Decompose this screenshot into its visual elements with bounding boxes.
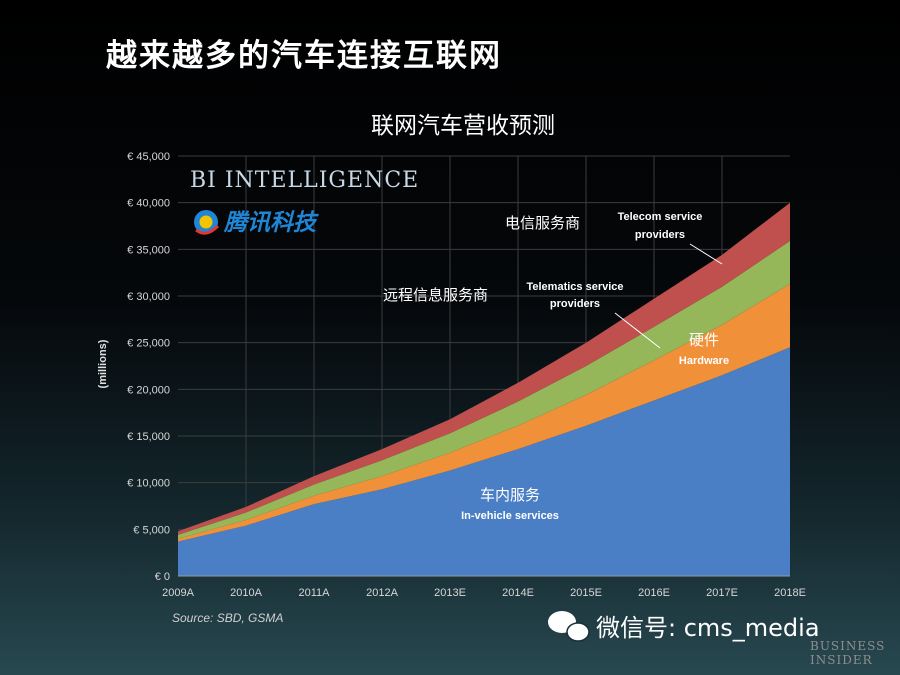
y-tick-label: € 40,000 — [127, 198, 170, 210]
source-note: Source: SBD, GSMA — [172, 611, 283, 625]
business-insider-logo-line2: INSIDER — [810, 653, 873, 667]
tencent-logo: 腾讯科技 — [194, 210, 319, 236]
x-tick-label: 2016E — [638, 587, 670, 599]
y-tick-label: € 5,000 — [133, 524, 170, 536]
series-areas — [178, 202, 790, 576]
y-tick-label: € 10,000 — [127, 478, 170, 490]
label-invehicle-cn: 车内服务 — [480, 486, 540, 504]
label-telematics-en-1: Telematics service — [526, 281, 623, 293]
label-telematics-en-2: providers — [550, 298, 600, 310]
x-tick-label: 2012A — [366, 587, 398, 599]
x-tick-label: 2017E — [706, 587, 738, 599]
tencent-logo-swoosh-icon — [195, 224, 220, 235]
tencent-logo-inner-icon — [199, 215, 213, 229]
label-telecom-en-1: Telecom service — [618, 211, 703, 223]
wechat-watermark: 微信号: cms_media — [548, 611, 820, 642]
label-hardware-en: Hardware — [679, 355, 729, 367]
chart-title: 联网汽车营收预测 — [371, 113, 555, 139]
label-telematics-cn: 远程信息服务商 — [383, 286, 488, 304]
y-tick-label: € 25,000 — [127, 338, 170, 350]
label-telecom-en-2: providers — [635, 229, 685, 241]
telematics-pointer-line — [614, 312, 661, 349]
y-tick-label: € 30,000 — [127, 291, 170, 303]
label-invehicle-en: In-vehicle services — [461, 510, 559, 522]
y-tick-label: € 45,000 — [127, 151, 170, 163]
y-tick-label: € 20,000 — [127, 384, 170, 396]
y-tick-label: € 0 — [155, 571, 170, 583]
y-tick-label: € 15,000 — [127, 431, 170, 443]
tencent-logo-text: 腾讯科技 — [223, 210, 319, 236]
business-insider-logo-line1: BUSINESS — [810, 639, 885, 653]
wechat-icon-small — [566, 622, 590, 642]
wechat-id-text: 微信号: cms_media — [596, 614, 820, 642]
x-tick-label: 2014E — [502, 587, 534, 599]
telecom-pointer-line — [689, 243, 723, 265]
y-axis-ticks: € 0 € 5,000 € 10,000 € 15,000 € 20,000 € 25,0… — [127, 151, 170, 583]
area-series-0 — [178, 347, 790, 576]
label-telecom-cn: 电信服务商 — [505, 214, 580, 232]
x-tick-label: 2011A — [299, 587, 331, 599]
y-tick-label: € 35,000 — [127, 244, 170, 256]
x-tick-label: 2018E — [774, 587, 806, 599]
label-hardware-cn: 硬件 — [689, 331, 719, 349]
x-tick-label: 2013E — [434, 587, 466, 599]
y-axis-label: (millions) — [97, 339, 109, 388]
slide-title: 越来越多的汽车连接互联网 — [106, 38, 502, 74]
x-axis-ticks: 2009A 2010A 2011A 2012A 2013E 2014E 2015E 2016E… — [162, 587, 806, 599]
x-tick-label: 2015E — [570, 587, 602, 599]
x-tick-label: 2010A — [230, 587, 262, 599]
x-tick-label: 2009A — [162, 587, 194, 599]
bi-intelligence-logo: BI INTELLIGENCE — [190, 168, 419, 193]
